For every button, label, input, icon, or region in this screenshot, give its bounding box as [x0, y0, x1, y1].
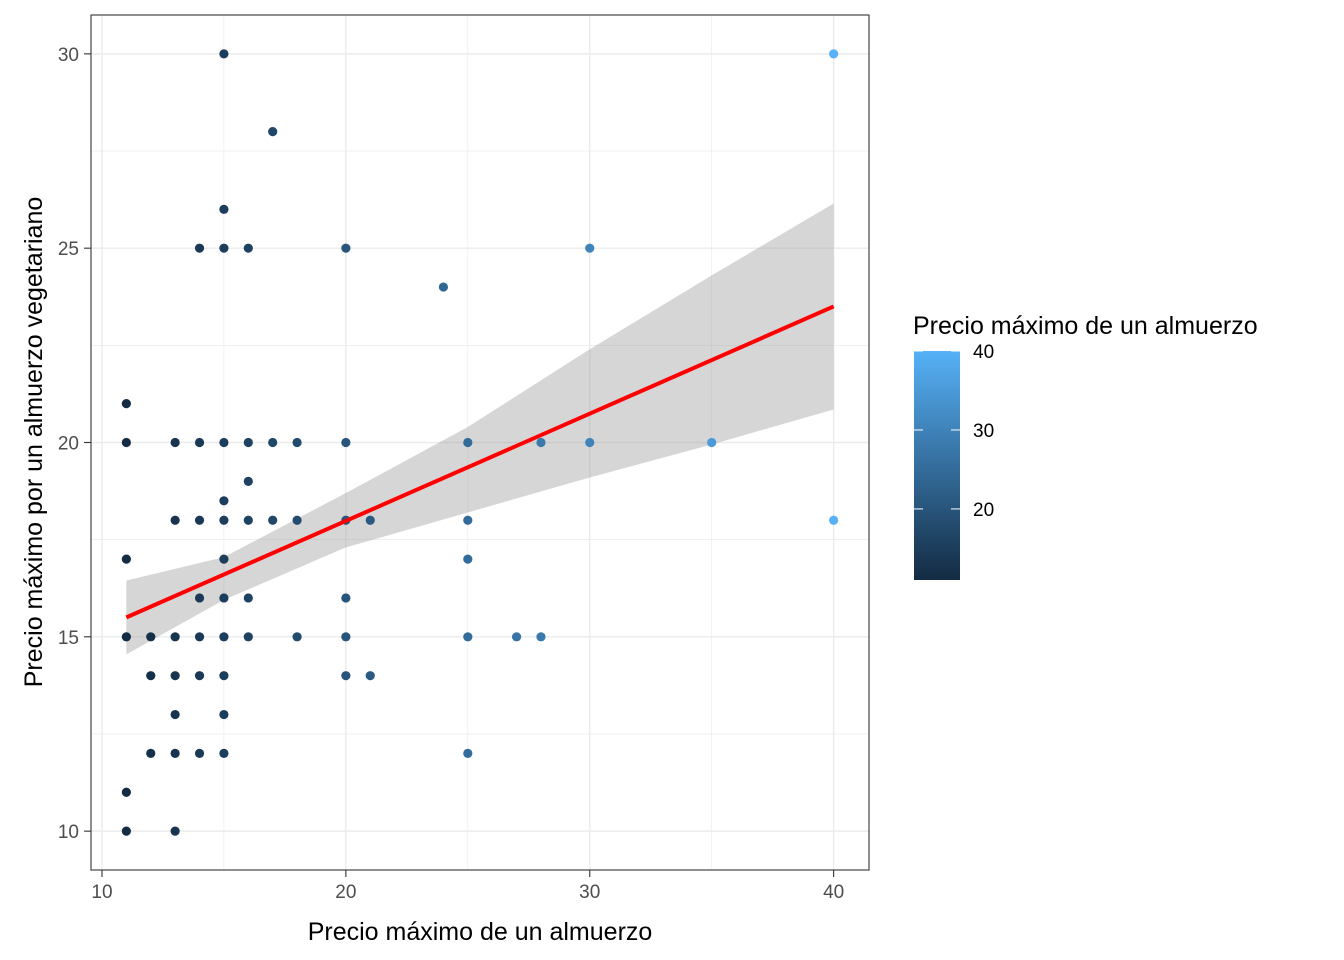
x-axis: 10 20 30 40	[91, 870, 844, 903]
data-point	[829, 49, 839, 59]
trend-line	[125, 304, 835, 620]
data-point	[341, 632, 351, 642]
data-point	[341, 243, 351, 253]
data-point	[536, 437, 546, 448]
data-point	[170, 709, 180, 720]
y-tick-label: 25	[58, 239, 79, 260]
data-point	[219, 632, 229, 642]
data-point	[121, 632, 131, 642]
data-point	[268, 437, 278, 448]
data-point	[585, 437, 595, 448]
data-point	[243, 437, 253, 448]
data-point	[194, 243, 205, 253]
data-point	[219, 496, 229, 506]
data-point	[194, 748, 205, 759]
data-point	[536, 632, 546, 642]
legend-title: Precio máximo de un almuerzo	[913, 312, 1258, 340]
data-point	[170, 748, 180, 759]
data-point	[511, 632, 522, 642]
data-point	[268, 126, 278, 137]
data-point	[268, 515, 278, 525]
data-point	[121, 826, 131, 836]
data-point	[121, 437, 131, 448]
data-point	[219, 49, 229, 59]
data-point	[219, 204, 229, 214]
data-point	[170, 671, 180, 681]
y-axis-title: Precio máximo por un almuerzo vegetarian…	[20, 197, 48, 688]
data-point	[170, 632, 180, 642]
data-point	[438, 282, 449, 292]
data-point	[121, 787, 131, 797]
data-point	[219, 243, 229, 253]
y-tick-label: 10	[58, 822, 79, 843]
data-point	[170, 515, 180, 525]
plot-panel	[90, 14, 870, 871]
data-point	[463, 748, 473, 759]
data-point	[829, 515, 839, 525]
data-point	[341, 671, 351, 681]
data-point	[146, 671, 156, 681]
y-tick-label: 30	[58, 45, 79, 66]
data-point	[365, 671, 375, 681]
y-axis: 10 15 20 25 30	[58, 45, 91, 843]
legend: Precio máximo de un almuerzo 20 30 40	[913, 312, 1258, 580]
data-point	[463, 515, 473, 525]
data-point	[219, 554, 229, 564]
data-point	[292, 632, 302, 642]
legend-tick-label: 30	[973, 421, 994, 442]
legend-ticks: 20 30 40	[914, 342, 994, 521]
data-point	[463, 632, 473, 642]
x-tick-label: 40	[823, 882, 844, 903]
data-point	[194, 671, 205, 681]
data-point	[194, 593, 205, 603]
data-point	[707, 437, 717, 448]
x-tick-label: 30	[579, 882, 600, 903]
data-point	[121, 399, 131, 409]
data-point	[463, 437, 473, 448]
data-point	[292, 437, 302, 448]
legend-colorbar	[914, 351, 960, 580]
legend-tick-label: 40	[973, 342, 994, 363]
data-point	[170, 437, 180, 448]
data-point	[219, 671, 229, 681]
data-point	[292, 515, 302, 525]
data-point	[243, 593, 253, 603]
data-point	[243, 632, 253, 642]
data-point	[243, 476, 253, 486]
data-point	[194, 515, 205, 525]
data-point	[194, 437, 205, 448]
data-point	[146, 748, 156, 759]
y-tick-label: 15	[58, 628, 79, 649]
data-point	[219, 593, 229, 603]
x-axis-title: Precio máximo de un almuerzo	[308, 918, 653, 946]
data-point	[585, 243, 595, 253]
data-point	[365, 515, 375, 525]
data-point	[463, 554, 473, 564]
data-point	[170, 826, 180, 836]
y-tick-label: 20	[58, 434, 79, 455]
data-point	[219, 709, 229, 720]
data-point	[243, 243, 253, 253]
x-tick-label: 20	[335, 882, 356, 903]
data-point	[121, 554, 131, 564]
data-point	[219, 437, 229, 448]
data-point	[341, 593, 351, 603]
data-point	[194, 632, 205, 642]
legend-tick-label: 20	[973, 500, 994, 521]
data-point	[219, 748, 229, 759]
data-point	[243, 515, 253, 525]
data-point	[146, 632, 156, 642]
data-point	[341, 437, 351, 448]
data-point	[219, 515, 229, 525]
data-points	[121, 49, 839, 836]
x-tick-label: 10	[91, 882, 112, 903]
